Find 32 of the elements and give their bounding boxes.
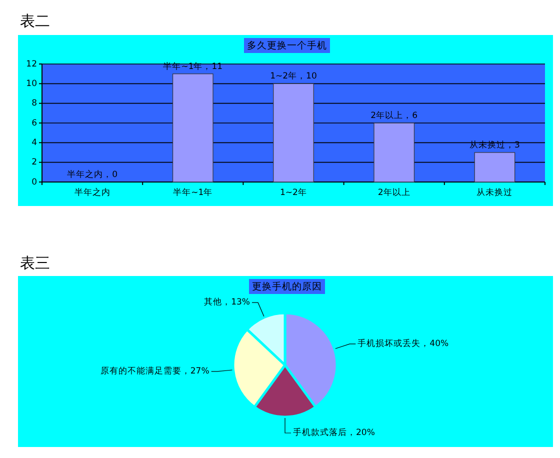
data-label: ，20% xyxy=(347,428,375,438)
y-tick-label: 2 xyxy=(32,158,37,168)
chart-title: 多久更换一个手机 xyxy=(247,40,327,52)
y-tick-label: 10 xyxy=(26,78,37,89)
y-tick-label: 12 xyxy=(26,59,37,70)
x-tick-label: 2年以上 xyxy=(378,187,410,198)
y-tick-label: 0 xyxy=(32,177,37,188)
data-label: ，27% xyxy=(181,366,210,377)
x-tick-label: 从未换过 xyxy=(476,187,513,198)
data-label: 1~2年，10 xyxy=(270,70,317,82)
x-tick-label: 1~2年 xyxy=(280,187,307,198)
data-label: ，40% xyxy=(420,339,449,350)
data-label: 半年之内，0 xyxy=(67,169,118,180)
data-label: ，13% xyxy=(222,298,250,308)
bar xyxy=(172,74,214,182)
slice-label: 原有的不能满足需要 xyxy=(100,366,182,377)
bar xyxy=(273,83,314,182)
chart-title: 更换手机的原因 xyxy=(252,280,322,293)
bar xyxy=(474,152,516,182)
x-tick-label: 半年之内 xyxy=(74,187,110,198)
text: 表三 xyxy=(20,254,50,272)
text: 表二 xyxy=(20,12,50,30)
y-tick-label: 8 xyxy=(32,98,37,109)
slice-label: 手机款式落后 xyxy=(293,427,347,438)
data-label: 半年~1年，11 xyxy=(163,60,223,72)
slice-label: 手机损坏或丢失 xyxy=(358,338,421,350)
y-tick-label: 4 xyxy=(32,138,37,148)
bar xyxy=(374,122,415,182)
slice-label: 其他 xyxy=(204,296,222,308)
x-tick-label: 半年~1年 xyxy=(173,187,213,198)
data-label: 2年以上，6 xyxy=(370,110,418,121)
y-tick-label: 6 xyxy=(32,118,37,128)
